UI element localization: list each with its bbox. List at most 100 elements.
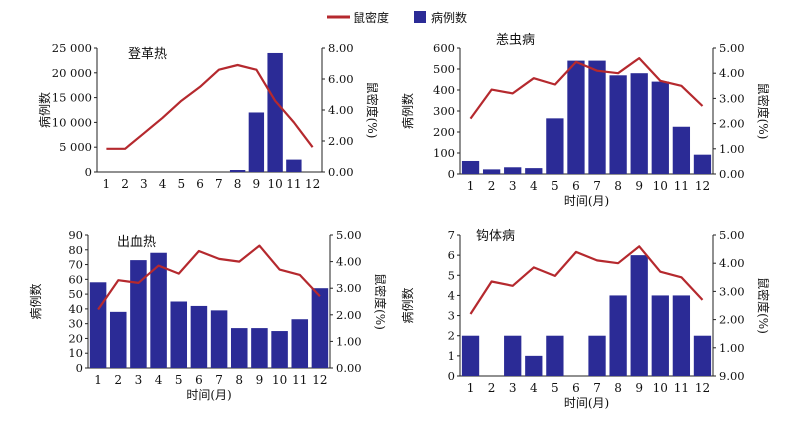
bar — [229, 170, 246, 172]
bar — [588, 335, 606, 376]
x-tick-label: 10 — [653, 381, 668, 395]
y-axis-label-left: 病例数 — [400, 93, 415, 129]
bar — [230, 328, 248, 368]
y-tick-label-left: 60 — [68, 272, 83, 286]
x-tick-label: 11 — [286, 177, 301, 191]
bar — [89, 282, 107, 368]
y-tick-label-left: 0 — [85, 165, 92, 179]
x-tick-label: 2 — [488, 179, 496, 193]
bar — [546, 335, 564, 376]
y-tick-label-left: 600 — [433, 41, 455, 55]
y-tick-label-right: 5.00 — [336, 228, 362, 242]
y-tick-label-right: 1.00 — [719, 341, 745, 355]
x-tick-label: 7 — [215, 177, 223, 191]
y-tick-label-right: 0.00 — [328, 165, 354, 179]
x-tick-label: 10 — [653, 179, 668, 193]
x-tick-label: 2 — [488, 381, 496, 395]
density-line — [97, 244, 321, 311]
y-tick-label-left: 10 000 — [52, 115, 92, 129]
y-tick-label-left: 100 — [433, 146, 455, 160]
y-tick-label-left: 40 — [68, 302, 83, 316]
y-axis-label-right: 鼠密度(%) — [756, 83, 771, 140]
y-tick-label-right: 1.00 — [719, 142, 745, 156]
y-tick-label-right: 3.00 — [719, 91, 745, 105]
x-tick-label: 4 — [159, 177, 167, 191]
bar — [525, 168, 543, 174]
y-tick-label-right: 3.00 — [336, 281, 362, 295]
y-axis-label-right: 鼠密度(%) — [365, 82, 380, 139]
panel-2: 出血热01020304050607080900.001.002.003.004.… — [28, 228, 388, 402]
y-tick-label-left: 25 000 — [52, 41, 92, 55]
x-tick-label: 3 — [140, 177, 148, 191]
x-tick-label: 10 — [267, 177, 282, 191]
bar — [651, 295, 669, 376]
y-tick-label-right: 0.00 — [336, 361, 362, 375]
bar — [130, 260, 147, 368]
bar — [525, 355, 543, 376]
x-tick-label: 7 — [593, 179, 601, 193]
x-axis-label: 时间(月) — [564, 396, 609, 410]
x-tick-label: 9 — [635, 381, 643, 395]
y-tick-label-right: 4.00 — [336, 255, 362, 269]
bar — [109, 311, 127, 368]
bar — [609, 75, 627, 174]
chart-title: 登革热 — [128, 47, 167, 62]
y-tick-label-right: 2.00 — [328, 134, 354, 148]
y-axis-label-left: 病例数 — [28, 283, 43, 319]
bar — [546, 118, 564, 174]
panel-0: 登革热 0 5 000 10 000 15 000 20 000 25 000 0.00 2.0… — [37, 41, 380, 191]
y-tick-label-right: 1.00 — [336, 334, 362, 348]
x-tick-label: 8 — [614, 179, 622, 193]
x-axis-label: 时间(月) — [564, 194, 609, 208]
chart-title: 恙虫病 — [496, 33, 535, 48]
x-tick-label: 7 — [215, 373, 223, 387]
y-tick-label-right: 9.00 — [719, 369, 745, 383]
x-tick-label: 3 — [509, 381, 517, 395]
x-tick-label: 6 — [572, 381, 580, 395]
x-tick-label: 4 — [155, 373, 163, 387]
y-tick-label-left: 300 — [433, 104, 455, 118]
y-tick-label-right: 4.00 — [719, 256, 745, 270]
legend: 鼠密度 病例数 — [327, 10, 467, 25]
x-tick-label: 8 — [614, 381, 622, 395]
x-tick-label: 7 — [593, 381, 601, 395]
x-tick-label: 1 — [467, 179, 475, 193]
y-tick-label-left: 0 — [448, 369, 455, 383]
x-tick-label: 8 — [235, 373, 243, 387]
bar — [267, 52, 283, 172]
density-line — [469, 56, 704, 120]
y-axis-label-left: 病例数 — [400, 287, 415, 323]
bar — [461, 335, 480, 376]
x-tick-label: 2 — [114, 373, 122, 387]
y-tick-label-right: 4.00 — [328, 103, 354, 117]
bar — [693, 154, 712, 174]
x-tick-label: 12 — [305, 177, 320, 191]
chart-title: 钩体病 — [476, 229, 515, 244]
bar — [672, 126, 691, 174]
x-tick-label: 10 — [272, 373, 287, 387]
bar — [210, 310, 228, 368]
bar — [248, 112, 265, 172]
legend-line-label: 鼠密度 — [353, 10, 389, 25]
bar — [630, 255, 648, 376]
bar — [588, 60, 606, 174]
y-tick-label-right: 2.00 — [336, 308, 362, 322]
x-tick-label: 11 — [292, 373, 307, 387]
x-tick-label: 5 — [175, 373, 183, 387]
panel-1: 恙虫病 0 100 200 300 400 500 600 0.00 1.00 2.00 3.00 4.… — [400, 33, 771, 208]
x-tick-label: 12 — [312, 373, 327, 387]
bar — [286, 159, 302, 172]
y-tick-label-left: 0 — [76, 361, 83, 375]
y-tick-label-left: 200 — [433, 125, 455, 139]
bar — [693, 335, 712, 376]
y-tick-label-left: 5 000 — [59, 140, 92, 154]
x-tick-label: 9 — [635, 179, 643, 193]
y-tick-label-right: 6.00 — [328, 72, 354, 86]
x-tick-label: 1 — [103, 177, 111, 191]
y-tick-label-left: 10 — [68, 346, 83, 360]
y-tick-label-left: 1 — [448, 349, 455, 363]
y-axis-label-left: 病例数 — [37, 92, 52, 128]
